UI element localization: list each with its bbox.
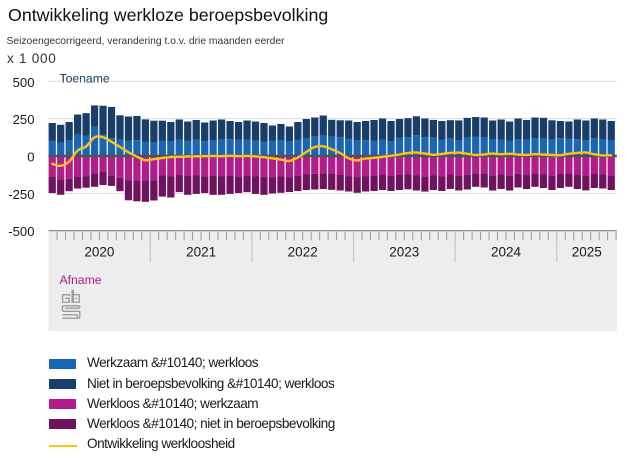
svg-text:Toename: Toename xyxy=(60,72,110,86)
svg-text:2023: 2023 xyxy=(389,245,419,260)
svg-text:-250: -250 xyxy=(8,187,34,202)
svg-text:2020: 2020 xyxy=(84,245,114,260)
svg-text:-500: -500 xyxy=(8,224,34,239)
svg-text:2025: 2025 xyxy=(572,245,602,260)
svg-text:500: 500 xyxy=(13,75,35,90)
svg-text:0: 0 xyxy=(27,150,34,165)
svg-text:Toename: Toename xyxy=(60,72,110,86)
svg-text:250: 250 xyxy=(13,112,35,127)
svg-text:Afname: Afname xyxy=(60,273,102,287)
svg-text:2024: 2024 xyxy=(491,245,522,260)
svg-text:2021: 2021 xyxy=(186,245,216,260)
svg-text:2022: 2022 xyxy=(288,245,318,260)
